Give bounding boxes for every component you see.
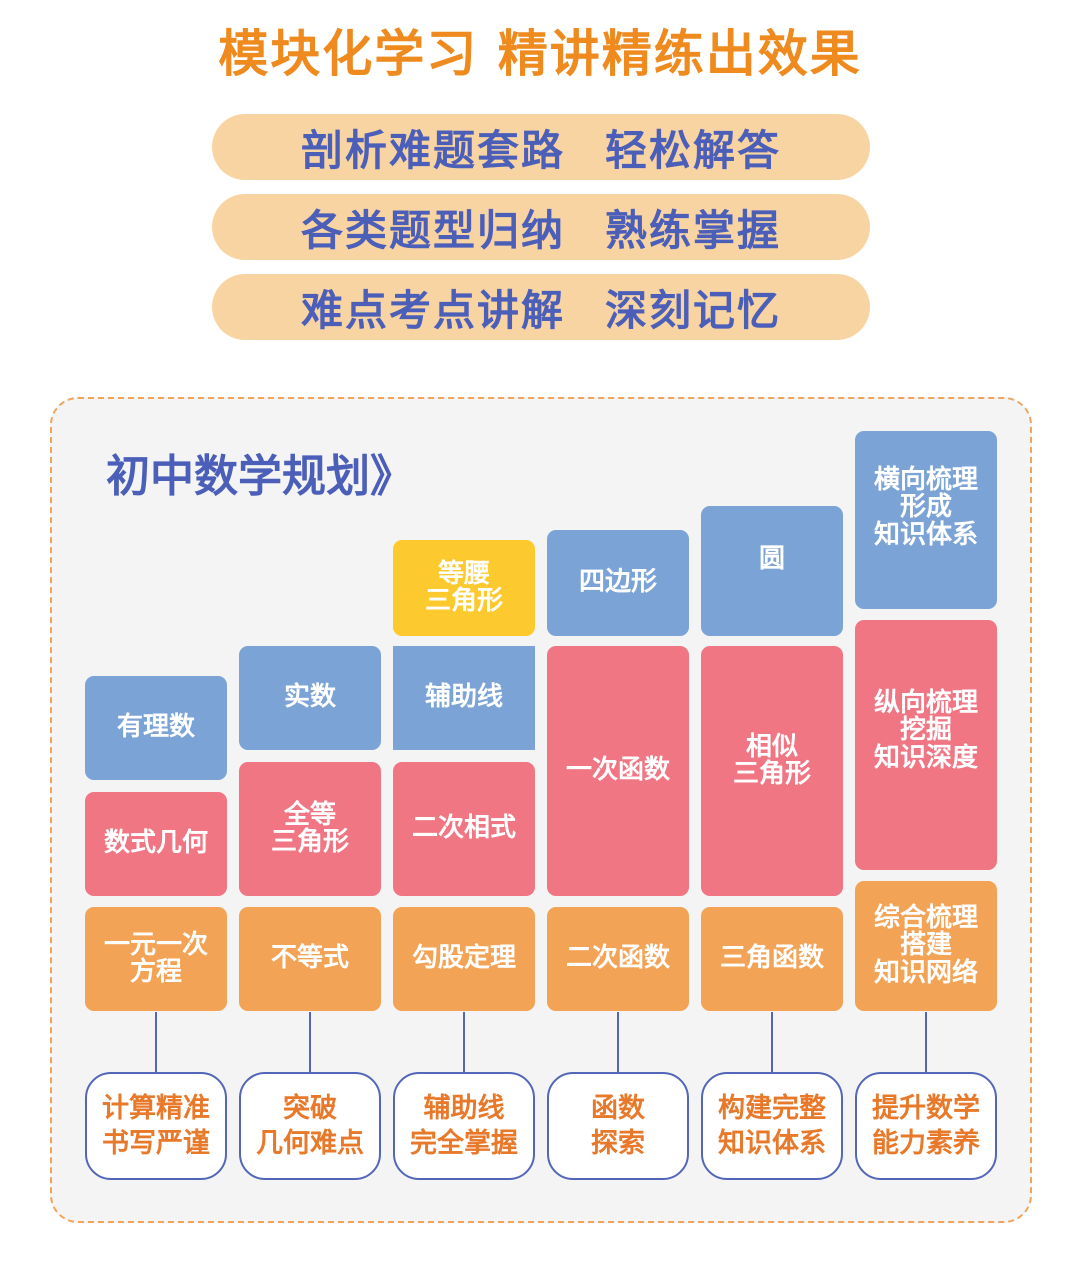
block-rational-numbers: 有理数 [85, 676, 227, 780]
feature-pill-3: 难点考点讲解 深刻记忆 [212, 274, 870, 340]
goal-box-3: 辅助线 完全掌握 [393, 1072, 535, 1180]
pill-left-text: 剖析难题套路 [300, 125, 565, 175]
feature-pill-1: 剖析难题套路 轻松解答 [212, 114, 870, 180]
connector-line [463, 1012, 465, 1072]
block-linear-function: 一次函数 [547, 646, 689, 896]
connector-line [155, 1012, 157, 1072]
block-similar-triangles: 相似 三角形 [701, 646, 843, 896]
block-algebra-geometry: 数式几何 [85, 792, 227, 896]
headline: 模块化学习 精讲精练出效果 [218, 25, 862, 83]
pill-right-text: 熟练掌握 [605, 205, 782, 255]
block-linear-equation: 一元一次 方程 [85, 907, 227, 1011]
goal-box-1: 计算精准 书写严谨 [85, 1072, 227, 1180]
goal-box-5: 构建完整 知识体系 [701, 1072, 843, 1180]
block-auxiliary-line: 辅助线 [393, 646, 535, 750]
block-congruent-triangles: 全等 三角形 [239, 762, 381, 896]
block-real-numbers: 实数 [239, 646, 381, 750]
connector-line [771, 1012, 773, 1072]
goal-box-2: 突破 几何难点 [239, 1072, 381, 1180]
connector-line [309, 1012, 311, 1072]
pill-right-text: 轻松解答 [605, 125, 782, 175]
goal-box-6: 提升数学 能力素养 [855, 1072, 997, 1180]
pill-right-text: 深刻记忆 [605, 285, 782, 335]
block-horizontal-review: 横向梳理 形成 知识体系 [855, 431, 997, 609]
block-quadratic-radical: 二次相式 [393, 762, 535, 896]
block-quadratic-function: 二次函数 [547, 907, 689, 1011]
block-vertical-review: 纵向梳理 挖掘 知识深度 [855, 620, 997, 870]
block-comprehensive-review: 综合梳理 搭建 知识网络 [855, 881, 997, 1011]
feature-pill-2: 各类题型归纳 熟练掌握 [212, 194, 870, 260]
block-inequality: 不等式 [239, 907, 381, 1011]
connector-line [925, 1012, 927, 1072]
pill-left-text: 各类题型归纳 [300, 205, 565, 255]
block-pythagorean: 勾股定理 [393, 907, 535, 1011]
block-circle: 圆 [701, 506, 843, 636]
connector-line [617, 1012, 619, 1072]
block-isosceles-triangle: 等腰 三角形 [393, 540, 535, 636]
panel-title: 初中数学规划》 [106, 451, 414, 502]
block-trig-function: 三角函数 [701, 907, 843, 1011]
block-quadrilateral: 四边形 [547, 530, 689, 636]
goal-box-4: 函数 探索 [547, 1072, 689, 1180]
pill-left-text: 难点考点讲解 [300, 285, 565, 335]
